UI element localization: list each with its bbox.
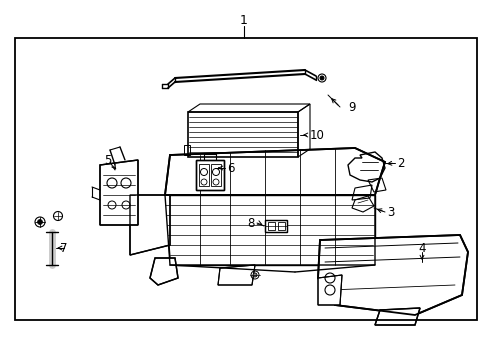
- Text: 10: 10: [309, 129, 324, 141]
- Circle shape: [319, 76, 324, 80]
- Bar: [264, 220, 286, 232]
- Text: 1: 1: [240, 14, 247, 27]
- Polygon shape: [164, 195, 374, 265]
- Text: 8: 8: [247, 216, 254, 230]
- Bar: [267, 222, 274, 230]
- Polygon shape: [317, 235, 467, 315]
- Polygon shape: [130, 195, 170, 255]
- Text: 7: 7: [60, 242, 67, 255]
- Text: 3: 3: [386, 206, 393, 219]
- Bar: [196, 160, 224, 190]
- Bar: [15, 38, 476, 320]
- Polygon shape: [218, 265, 254, 285]
- Polygon shape: [100, 160, 138, 225]
- Text: 6: 6: [226, 162, 234, 175]
- Bar: [278, 222, 285, 230]
- Text: 2: 2: [396, 157, 404, 170]
- Circle shape: [38, 220, 42, 225]
- Polygon shape: [374, 308, 419, 325]
- Bar: [196, 160, 224, 190]
- Bar: [210, 164, 221, 186]
- Text: 4: 4: [417, 242, 425, 255]
- Bar: [187, 112, 297, 157]
- Bar: [183, 145, 190, 155]
- Polygon shape: [164, 148, 384, 195]
- Polygon shape: [150, 258, 178, 285]
- Polygon shape: [317, 275, 341, 305]
- Text: 5: 5: [104, 153, 111, 166]
- Bar: [199, 164, 208, 186]
- Text: 9: 9: [347, 100, 355, 113]
- Bar: [264, 220, 286, 232]
- Circle shape: [252, 273, 257, 277]
